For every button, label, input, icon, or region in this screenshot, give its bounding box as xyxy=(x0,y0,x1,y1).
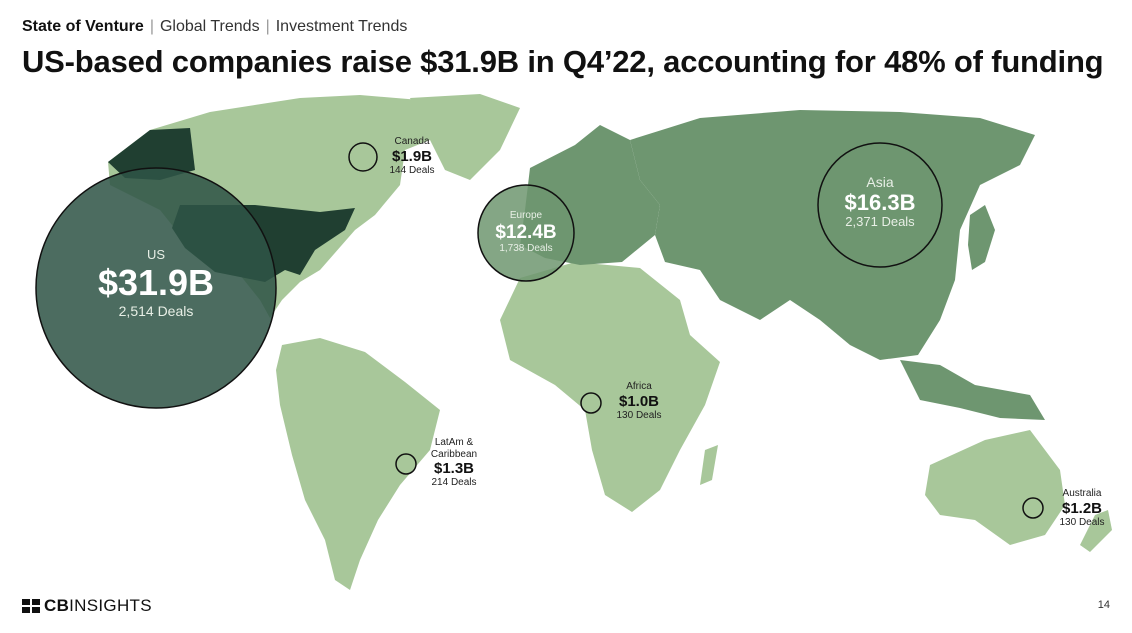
africa-amount: $1.0B xyxy=(618,392,660,410)
europe-label: Europe $12.4B 1,738 Deals xyxy=(495,210,556,255)
breadcrumb-item: Investment Trends xyxy=(275,18,408,35)
australia-deals: 130 Deals xyxy=(1059,516,1105,528)
latam-bubble xyxy=(395,453,417,475)
asia-deals: 2,371 Deals xyxy=(845,214,915,230)
breadcrumb-item: Global Trends xyxy=(159,18,260,35)
logo-thin: INSIGHTS xyxy=(69,596,152,615)
canada-amount: $1.9B xyxy=(391,147,433,165)
logo-bold: CB xyxy=(44,596,70,615)
latam-deals: 214 Deals xyxy=(431,477,477,489)
us-label: US $31.9B 2,514 Deals xyxy=(97,247,215,319)
canada-name: Canada xyxy=(394,136,430,147)
latam-label: LatAm & Caribbean $1.3B 214 Deals xyxy=(431,437,477,489)
asia-amount: $16.3B xyxy=(844,190,916,216)
europe-bubble xyxy=(477,184,575,282)
latam-name-line1: LatAm & xyxy=(434,437,474,448)
europe-amount: $12.4B xyxy=(495,221,557,243)
latam-name-line2: Caribbean xyxy=(430,448,478,460)
logo-text: CBINSIGHTS xyxy=(44,596,152,616)
landmass-australia xyxy=(925,430,1065,545)
breadcrumb-separator: | xyxy=(265,18,270,35)
breadcrumb: State of Venture | Global Trends | Investmen… xyxy=(22,18,407,36)
landmass-africa xyxy=(500,262,720,512)
africa-deals: 130 Deals xyxy=(616,409,662,421)
landmass-se-asia-islands xyxy=(900,360,1045,420)
us-deals: 2,514 Deals xyxy=(118,302,194,319)
australia-label: Australia $1.2B 130 Deals xyxy=(1059,488,1104,528)
canada-deals: 144 Deals xyxy=(389,164,435,176)
cb-insights-logo: CBINSIGHTS xyxy=(22,596,152,616)
asia-bubble xyxy=(817,142,943,268)
africa-label: Africa $1.0B 130 Deals xyxy=(616,381,661,421)
us-amount: $31.9B xyxy=(97,261,215,303)
australia-name: Australia xyxy=(1062,488,1102,499)
landmass-south-america xyxy=(276,338,440,590)
us-bubble xyxy=(35,167,277,409)
latam-amount: $1.3B xyxy=(433,460,475,477)
page-title: US-based companies raise $31.9B in Q4’22… xyxy=(22,44,1104,79)
australia-bubble xyxy=(1022,497,1044,519)
europe-deals: 1,738 Deals xyxy=(499,243,553,255)
landmass-greenland xyxy=(410,94,520,180)
asia-label: Asia $16.3B 2,371 Deals xyxy=(845,174,916,230)
europe-name: Europe xyxy=(509,210,543,221)
asia-name: Asia xyxy=(866,174,894,190)
landmass-new-zealand xyxy=(1080,510,1112,552)
breadcrumb-section: State of Venture xyxy=(22,18,144,35)
landmass-alaska xyxy=(108,128,195,180)
cb-insights-logo-icon xyxy=(22,599,40,613)
africa-bubble xyxy=(580,392,602,414)
page-number: 14 xyxy=(1097,599,1110,611)
breadcrumb-separator: | xyxy=(149,18,154,35)
landmass-japan xyxy=(968,205,995,270)
africa-name: Africa xyxy=(626,381,652,392)
us-name: US xyxy=(146,247,166,262)
australia-amount: $1.2B xyxy=(1061,499,1103,517)
canada-bubble xyxy=(348,142,378,172)
landmass-madagascar xyxy=(700,445,718,485)
canada-label: Canada $1.9B 144 Deals xyxy=(389,136,434,176)
